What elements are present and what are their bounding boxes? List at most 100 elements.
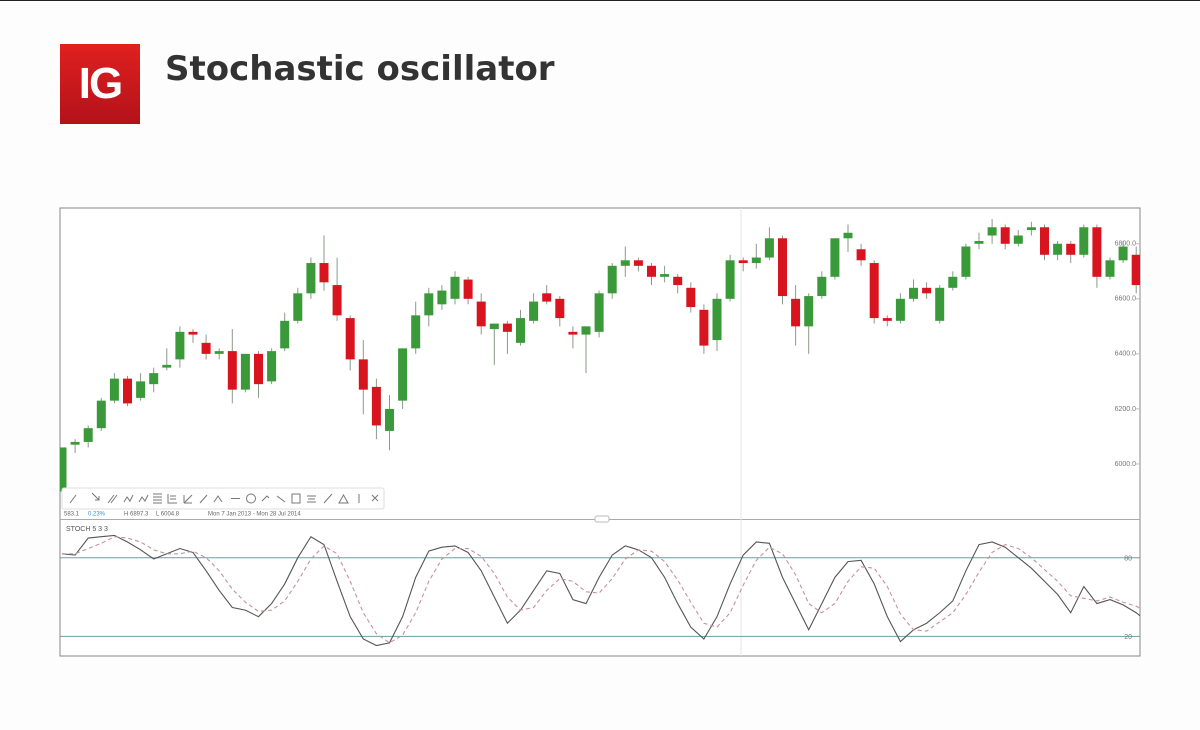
stoch-line	[61, 534, 1140, 647]
candle-body	[1092, 227, 1102, 277]
candle-body	[96, 400, 106, 429]
info-label: H 6897.3	[124, 512, 149, 518]
candle-body	[175, 331, 185, 360]
candle-body	[555, 298, 565, 319]
candle-body	[974, 241, 984, 244]
candle-body	[1053, 243, 1063, 255]
candle-body	[961, 246, 971, 277]
candle-body	[1066, 243, 1076, 255]
candle-body	[123, 378, 132, 404]
candle-body	[699, 309, 709, 346]
y-tick-label: 20	[1124, 634, 1132, 641]
candle-body	[542, 293, 552, 302]
candle-body	[1105, 260, 1115, 277]
info-label: Mon 7 Jan 2013 - Mon 28 Jul 2014	[208, 512, 301, 518]
candle-body	[450, 276, 460, 299]
candle-body	[502, 323, 512, 332]
y-tick-label: 6000.0	[1115, 461, 1137, 468]
candle-body	[751, 257, 761, 264]
candle-body	[267, 351, 277, 382]
candle-body	[70, 441, 80, 445]
candle-body	[1040, 227, 1049, 255]
logo: IG	[60, 44, 140, 124]
candle-body	[1026, 227, 1036, 231]
candle-body	[227, 351, 237, 390]
candle-body	[385, 408, 394, 431]
candle-body	[660, 274, 670, 277]
candle-body	[1118, 246, 1128, 261]
candle-body	[817, 276, 827, 297]
candle-body	[411, 315, 421, 349]
candle-body	[398, 348, 408, 401]
candle-body	[1000, 227, 1010, 244]
candle-body	[83, 428, 93, 442]
candle-body	[529, 301, 539, 321]
candle-body	[686, 287, 696, 308]
candle-body	[607, 265, 617, 294]
candle-body	[293, 293, 303, 321]
candle-body	[516, 318, 525, 343]
candle-body	[136, 381, 146, 398]
candle-body	[673, 276, 683, 286]
candle-body	[843, 232, 853, 239]
candle-body	[306, 263, 316, 294]
candle-body	[254, 353, 263, 385]
chart-frame	[59, 207, 1141, 657]
y-tick-label: 6800.0	[1115, 241, 1137, 248]
candle-body	[778, 238, 787, 297]
candle-body	[764, 238, 774, 258]
pane-title: STOCH 5 3 3	[66, 526, 108, 533]
candle-body	[922, 287, 932, 294]
candle-body	[738, 260, 748, 264]
candle-body	[371, 386, 381, 426]
candle-body	[476, 301, 486, 327]
candle-body	[424, 293, 434, 316]
candle-body	[987, 227, 997, 236]
pane-handle[interactable]	[594, 515, 610, 523]
slide-title: Stochastic oscillator	[165, 49, 555, 89]
candle-body	[214, 351, 224, 354]
candle-body	[149, 373, 159, 385]
candle-body	[620, 260, 630, 266]
candle-body	[594, 293, 604, 332]
candle-body	[804, 296, 814, 327]
candle-body	[358, 359, 368, 390]
candle-body	[869, 263, 879, 319]
candle-body	[240, 353, 250, 390]
stoch-line	[62, 536, 1140, 644]
candle-body	[948, 276, 958, 288]
y-tick-label: 6400.0	[1115, 351, 1137, 358]
candle-body	[882, 318, 892, 321]
candle-body	[109, 378, 119, 401]
candle-body	[909, 287, 918, 299]
candle-body	[319, 263, 329, 283]
candle-body	[895, 298, 905, 321]
candle-body	[581, 326, 591, 335]
toolbar	[61, 487, 385, 510]
candle-body	[1131, 254, 1140, 286]
candle-body	[725, 260, 735, 299]
candle-body	[201, 342, 211, 354]
candle-body	[791, 298, 801, 327]
candle-body	[856, 249, 866, 261]
candle-body	[162, 364, 172, 368]
y-tick-label: 6200.0	[1115, 406, 1137, 413]
candle-body	[332, 285, 342, 316]
y-tick-label: 6600.0	[1115, 296, 1137, 303]
candle-body	[1013, 235, 1023, 244]
candle-body	[280, 320, 290, 349]
candle-body	[633, 260, 643, 266]
y-tick-label: 80	[1124, 556, 1132, 563]
candle-body	[712, 298, 722, 341]
candle-body	[568, 331, 578, 335]
info-label: L 6004.8	[156, 512, 180, 518]
candle-body	[1079, 227, 1089, 255]
candle-body	[935, 287, 945, 321]
candle-body	[60, 447, 67, 492]
candle-body	[489, 323, 499, 330]
candle-body	[647, 265, 656, 277]
candle-body	[345, 318, 355, 360]
candle-body	[463, 279, 473, 299]
